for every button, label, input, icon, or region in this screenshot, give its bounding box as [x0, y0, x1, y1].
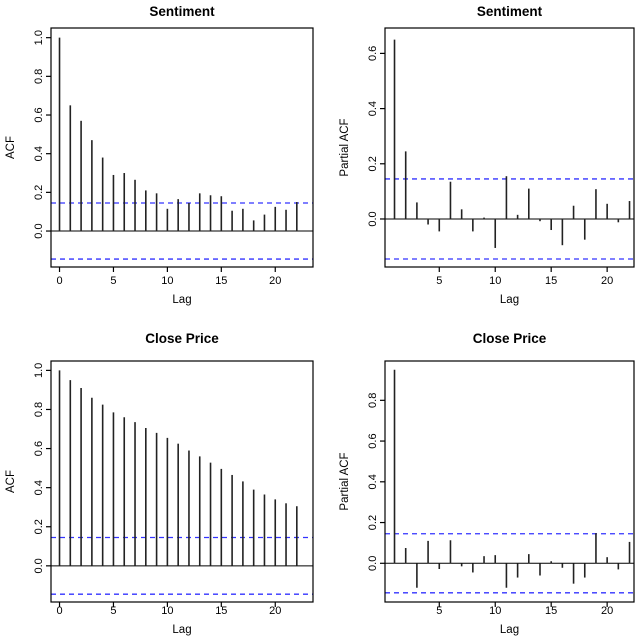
- x-tick-label: 15: [545, 605, 557, 617]
- y-tick-label: 0.2: [33, 185, 45, 200]
- x-tick-label: 20: [601, 275, 613, 287]
- x-tick-label: 5: [110, 605, 116, 617]
- x-axis-label: Lag: [500, 294, 519, 306]
- panel-close-price-acf: 0.0 0.2 0.4 0.6 0.8 1.0 0 5 10 15 20 Close Price Lag…: [0, 321, 320, 643]
- x-tick-label: 0: [56, 605, 62, 617]
- x-tick-label: 15: [215, 275, 227, 287]
- y-tick-label: 0.4: [33, 480, 45, 495]
- y-tick-label: 0.8: [33, 69, 45, 84]
- y-tick-label: 0.6: [367, 46, 379, 61]
- x-axis-label: Lag: [172, 624, 191, 636]
- y-axis-label: Partial ACF: [339, 452, 351, 510]
- y-tick-label: 0.4: [367, 101, 379, 116]
- x-axis-label: Lag: [172, 294, 191, 306]
- panel-sentiment-acf: 0.0 0.2 0.4 0.6 0.8 1.0 0 5 10 15 20 Sentiment Lag AC…: [0, 0, 320, 321]
- panel-sentiment-pacf: 0.0 0.2 0.4 0.6 5 10 15 20 Sentiment Lag Partial A…: [320, 0, 640, 321]
- x-tick-label: 5: [110, 275, 116, 287]
- plot-box: [384, 27, 635, 268]
- x-tick-label: 15: [215, 605, 227, 617]
- x-tick-label: 20: [269, 275, 281, 287]
- y-tick-label: 1.0: [33, 363, 45, 378]
- sentiment-pacf-chart: 0.0 0.2 0.4 0.6 5 10 15 20 Sentiment Lag Partial A…: [339, 4, 635, 306]
- y-tick-label: 0.8: [33, 402, 45, 417]
- y-tick-label: 0.0: [367, 211, 379, 226]
- close-price-acf-chart: 0.0 0.2 0.4 0.6 0.8 1.0 0 5 10 15 20 Close Price Lag…: [5, 331, 314, 636]
- panel-title: Close Price: [473, 331, 547, 346]
- y-tick-label: 1.0: [33, 30, 45, 45]
- panel-title: Sentiment: [149, 4, 215, 19]
- x-tick-label: 10: [489, 275, 501, 287]
- x-tick-label: 5: [436, 275, 442, 287]
- panel-title: Sentiment: [477, 4, 543, 19]
- panel-title: Close Price: [145, 331, 219, 346]
- plot-box: [384, 360, 635, 603]
- x-tick-label: 20: [601, 605, 613, 617]
- x-tick-label: 0: [56, 275, 62, 287]
- y-tick-label: 0.2: [367, 515, 379, 530]
- y-tick-label: 0.0: [33, 223, 45, 238]
- y-tick-label: 0.8: [367, 393, 379, 408]
- y-tick-label: 0.2: [367, 156, 379, 171]
- y-tick-label: 0.0: [367, 556, 379, 571]
- close-price-pacf-chart: 0.0 0.2 0.4 0.6 0.8 5 10 15 20 Close Price Lag Part…: [339, 331, 635, 636]
- y-tick-label: 0.0: [33, 558, 45, 573]
- y-tick-label: 0.6: [33, 441, 45, 456]
- x-tick-label: 5: [436, 605, 442, 617]
- x-tick-label: 15: [545, 275, 557, 287]
- y-tick-label: 0.4: [367, 474, 379, 489]
- y-tick-label: 0.6: [367, 433, 379, 448]
- x-tick-label: 10: [161, 275, 173, 287]
- x-tick-label: 10: [161, 605, 173, 617]
- x-tick-label: 20: [269, 605, 281, 617]
- y-tick-label: 0.2: [33, 519, 45, 534]
- x-tick-label: 10: [489, 605, 501, 617]
- y-tick-label: 0.4: [33, 146, 45, 161]
- y-axis-label: ACF: [5, 136, 17, 159]
- panel-close-price-pacf: 0.0 0.2 0.4 0.6 0.8 5 10 15 20 Close Price Lag Part…: [320, 321, 640, 643]
- x-axis-label: Lag: [500, 624, 519, 636]
- y-axis-label: ACF: [5, 470, 17, 493]
- sentiment-acf-chart: 0.0 0.2 0.4 0.6 0.8 1.0 0 5 10 15 20 Sentiment Lag AC…: [5, 4, 314, 306]
- y-axis-label: Partial ACF: [339, 118, 351, 176]
- plot-box: [50, 360, 314, 603]
- plot-box: [50, 27, 314, 268]
- y-tick-label: 0.6: [33, 107, 45, 122]
